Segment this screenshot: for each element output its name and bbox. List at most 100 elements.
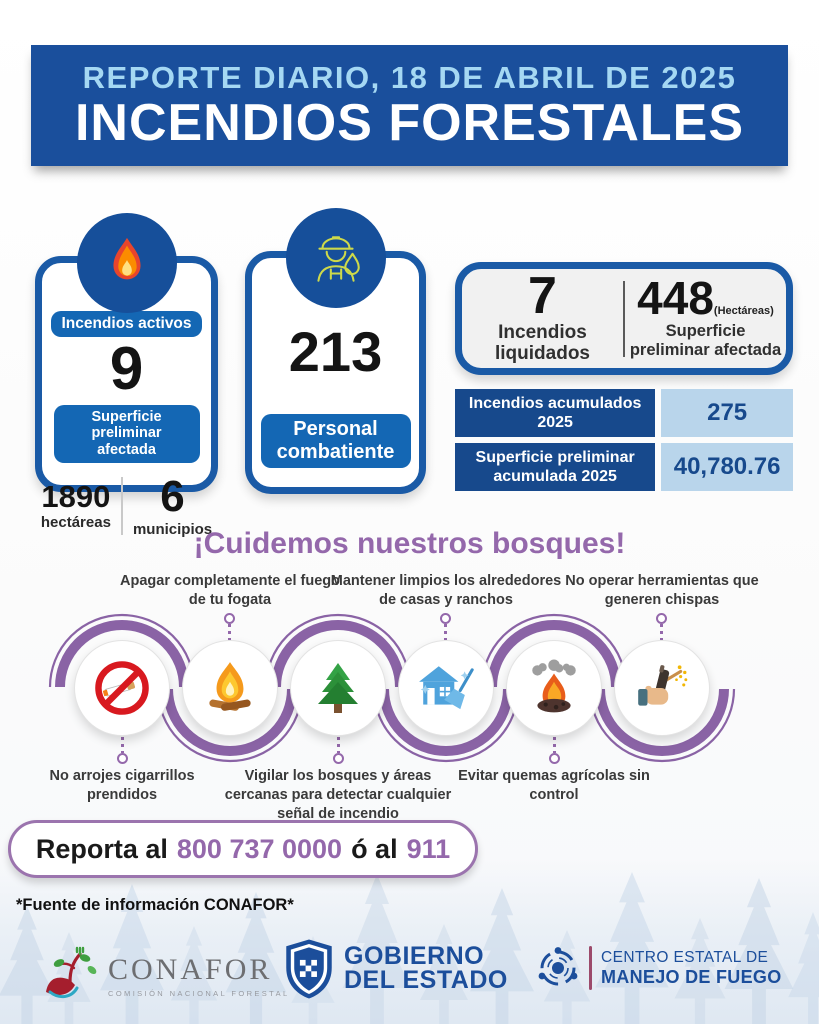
fire-management-network-icon	[538, 947, 578, 986]
centro-line1: CENTRO ESTATAL DE	[601, 948, 769, 966]
state-shield-icon	[286, 939, 332, 999]
pin-connector	[333, 737, 344, 764]
surface-label: Superficie preliminar afectada	[629, 322, 782, 359]
personnel-badge: Personal combatiente	[260, 414, 411, 468]
pin-dots	[337, 737, 340, 753]
conafor-wordmark: CONAFOR	[108, 952, 273, 986]
vertical-divider	[120, 477, 123, 536]
gobierno-logo: GOBIERNO DEL ESTADO	[284, 938, 508, 1000]
tip-label-spark-tools: No operar herramientas que generen chisp…	[565, 573, 759, 609]
report-phone-number: 800 737 0000	[176, 833, 343, 864]
pin-dots	[228, 624, 231, 640]
pin-ring-icon	[549, 753, 560, 764]
extinguished-surface-block: 448 (Hectáreas) Superficie preliminar af…	[625, 271, 786, 359]
tip-circle-house-cleaning	[372, 640, 520, 763]
active-fires-badge: Incendios activos	[51, 311, 202, 337]
hectares-metric: 1890 hectáreas	[41, 481, 111, 531]
surface-value: 448	[637, 271, 714, 324]
conafor-subtitle: COMISIÓN NACIONAL FORESTAL	[108, 988, 290, 998]
pin-connector	[117, 737, 128, 764]
pin-connector	[224, 613, 235, 640]
surface-affected-badge: Superficie preliminar afectada	[53, 404, 200, 463]
accumulated-surface-label: Superficie preliminar acumulada 2025	[455, 443, 656, 491]
header-banner: REPORTE DIARIO, 18 DE ABRIL DE 2025 INCE…	[31, 45, 788, 166]
pin-connector	[549, 737, 560, 764]
active-fires-metrics: 1890 hectáreas 6 municipios	[41, 471, 213, 538]
pin-ring-icon	[117, 753, 128, 764]
centro-estatal-logo: CENTRO ESTATAL DE MANEJO DE FUEGO	[536, 946, 782, 990]
active-fires-card: Incendios activos 9 Superficie prelimina…	[35, 213, 218, 538]
source-note: *Fuente de información CONAFOR*	[16, 896, 294, 914]
personnel-count: 213	[288, 320, 383, 383]
pin-ring-icon	[333, 753, 344, 764]
house-broom-icon	[398, 640, 494, 736]
tip-label-campfire: Apagar completamente el fuego de tu foga…	[120, 573, 340, 609]
pin-dots	[444, 624, 447, 640]
report-emergency-number: 911	[406, 833, 451, 864]
extinguished-label: Incendios liquidados	[495, 321, 590, 364]
serpentine-arc	[48, 613, 196, 688]
pin-ring-icon	[440, 613, 451, 624]
pin-dots	[121, 737, 124, 753]
accumulated-surface-value: 40,780.76	[661, 443, 793, 491]
serpentine-arc	[588, 688, 736, 763]
forest-silhouette-background	[0, 858, 819, 1024]
firefighter-icon	[285, 208, 386, 308]
tip-circle-agricultural-burn	[480, 613, 628, 736]
pin-connector	[656, 613, 667, 640]
municipalities-metric: 6 municipios	[132, 471, 213, 538]
pine-tree-icon	[290, 640, 386, 736]
page-title: INCENDIOS FORESTALES	[74, 94, 745, 153]
report-prefix: Reporta al	[35, 833, 168, 864]
hectares-value: 1890	[41, 479, 111, 515]
footer-logos: CONAFOR COMISIÓN NACIONAL FORESTAL GOBIE…	[0, 936, 819, 1016]
personnel-card: 213 Personal combatiente	[245, 208, 426, 494]
tip-circle-spark-tool	[588, 640, 736, 763]
serpentine-arc	[372, 688, 520, 763]
no-smoking-icon	[74, 640, 170, 736]
pin-dots	[660, 624, 663, 640]
municipalities-value: 6	[160, 471, 185, 521]
spark-tool-icon	[614, 640, 710, 736]
tip-label-no-burns: Evitar quemas agrícolas sin control	[458, 768, 650, 804]
surface-unit: (Hectáreas)	[713, 305, 774, 318]
extinguished-fires-card: 7 Incendios liquidados 448 (Hectáreas) S…	[455, 262, 793, 375]
tip-circle-pine-tree	[264, 613, 412, 736]
extinguished-count-block: 7 Incendios liquidados	[462, 266, 623, 364]
conafor-plant-icon	[46, 946, 97, 999]
report-date: REPORTE DIARIO, 18 DE ABRIL DE 2025	[82, 60, 737, 96]
campfire-icon	[182, 640, 278, 736]
report-middle: ó al	[351, 833, 398, 864]
serpentine-arc	[480, 613, 628, 688]
prevention-title: ¡Cuidemos nuestros bosques!	[193, 527, 626, 560]
gobierno-line2: DEL ESTADO	[344, 966, 508, 994]
table-row: Incendios acumulados 2025 275	[455, 389, 793, 437]
hectares-label: hectáreas	[40, 514, 111, 532]
report-phone-bar: Reporta al 800 737 0000 ó al 911	[8, 820, 478, 878]
accumulated-fires-label: Incendios acumulados 2025	[455, 389, 656, 437]
serpentine-arc	[264, 613, 412, 688]
gobierno-line1: GOBIERNO	[344, 942, 485, 971]
tip-label-clean-surroundings: Mantener limpios los alrededores de casa…	[330, 573, 562, 609]
serpentine-arc	[156, 688, 304, 763]
pin-connector	[440, 613, 451, 640]
pin-ring-icon	[224, 613, 235, 624]
active-fires-count: 9	[109, 334, 144, 402]
accumulated-fires-value: 275	[661, 389, 793, 437]
pin-ring-icon	[656, 613, 667, 624]
tip-label-watch-forests: Vigilar los bosques y áreas cercanas par…	[224, 768, 452, 823]
tip-circle-campfire	[156, 640, 304, 763]
extinguished-count: 7	[528, 266, 557, 325]
conafor-logo: CONAFOR COMISIÓN NACIONAL FORESTAL	[40, 944, 290, 1006]
pin-dots	[553, 737, 556, 753]
tip-circle-no-smoking	[48, 613, 196, 736]
logo-divider	[589, 946, 592, 990]
vertical-divider	[623, 280, 625, 357]
centro-line2: MANEJO DE FUEGO	[601, 966, 782, 987]
burn-pile-icon	[506, 640, 602, 736]
flame-icon	[76, 213, 177, 313]
table-row: Superficie preliminar acumulada 2025 40,…	[455, 443, 793, 491]
tip-label-no-cigarettes: No arrojes cigarrillos prendidos	[49, 768, 195, 804]
municipalities-label: municipios	[132, 520, 213, 538]
